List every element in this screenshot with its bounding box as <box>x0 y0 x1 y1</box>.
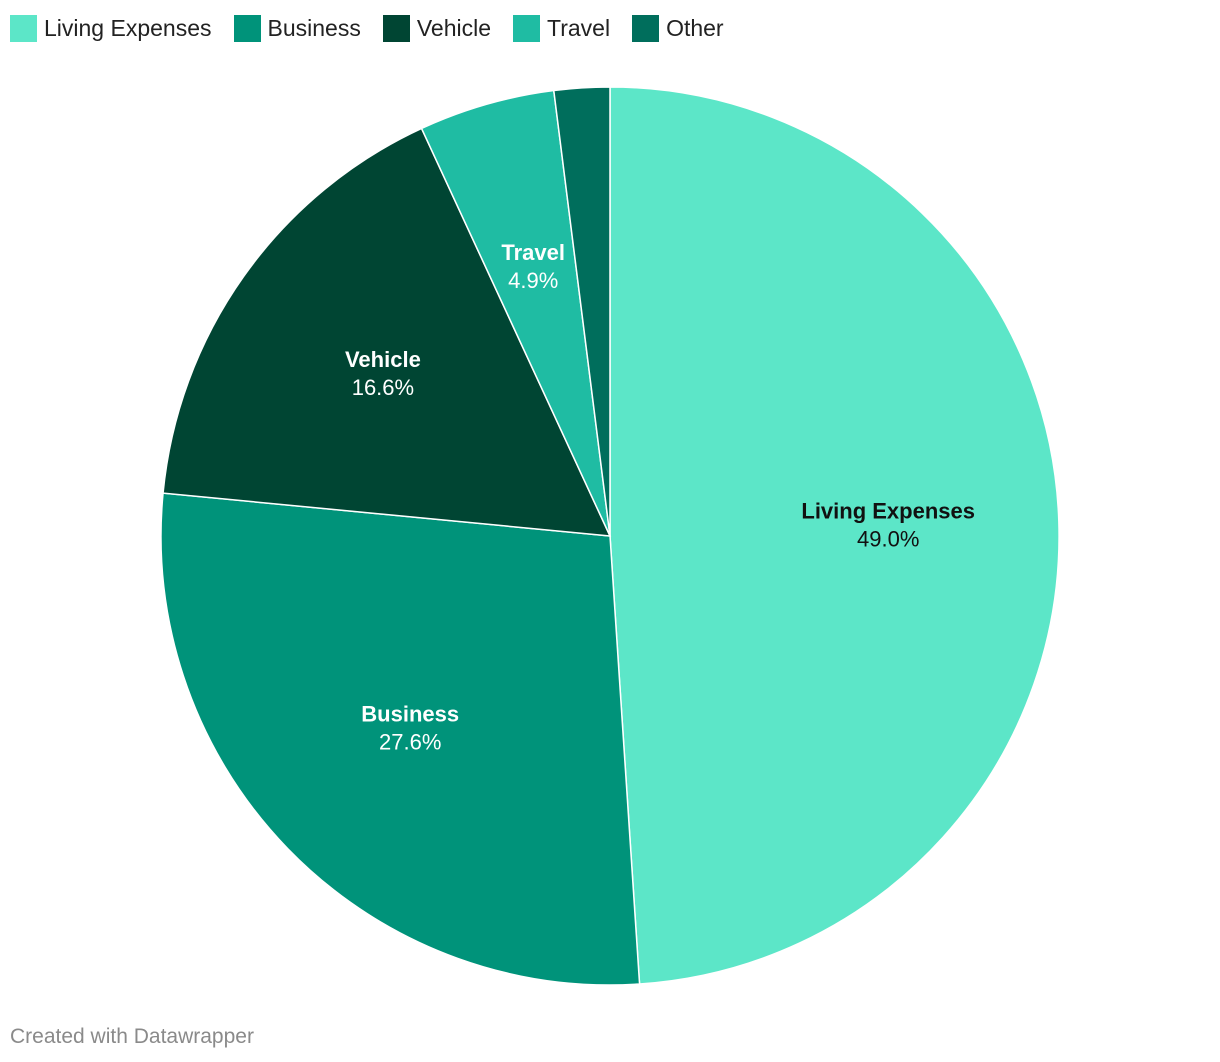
legend-swatch <box>233 14 261 42</box>
legend-label: Travel <box>547 14 611 41</box>
legend-swatch <box>10 14 37 42</box>
pie-slice-vehicle <box>162 127 612 537</box>
chart-legend: Living Expenses Business Vehicle Travel … <box>10 13 746 43</box>
legend-swatch <box>382 14 410 42</box>
pie-slice-living-expenses <box>609 86 1060 985</box>
legend-label: Living Expenses <box>44 14 212 41</box>
legend-item-travel: Travel <box>513 14 611 42</box>
slice-name-label: Business <box>361 702 459 727</box>
legend-label: Business <box>267 14 361 41</box>
slice-value-label: 49.0% <box>857 527 919 552</box>
legend-item-business: Business <box>233 14 361 42</box>
chart-credit: Created with Datawrapper <box>10 1025 254 1048</box>
legend-item-vehicle: Vehicle <box>382 14 491 42</box>
slice-name-label: Living Expenses <box>801 499 975 524</box>
slice-value-label: 16.6% <box>352 375 414 400</box>
legend-label: Vehicle <box>416 14 491 41</box>
legend-swatch <box>513 14 540 42</box>
pie-slice-business <box>160 492 641 986</box>
legend-swatch <box>632 14 660 42</box>
slice-value-label: 4.9% <box>508 268 558 293</box>
legend-item-other: Other <box>632 14 724 42</box>
legend-label: Other <box>666 14 724 41</box>
pie-slice-other <box>552 86 611 537</box>
slice-name-label: Vehicle <box>345 347 421 372</box>
slice-name-label: Travel <box>501 240 565 265</box>
slice-value-label: 27.6% <box>379 730 441 755</box>
legend-item-living-expenses: Living Expenses <box>10 14 212 42</box>
